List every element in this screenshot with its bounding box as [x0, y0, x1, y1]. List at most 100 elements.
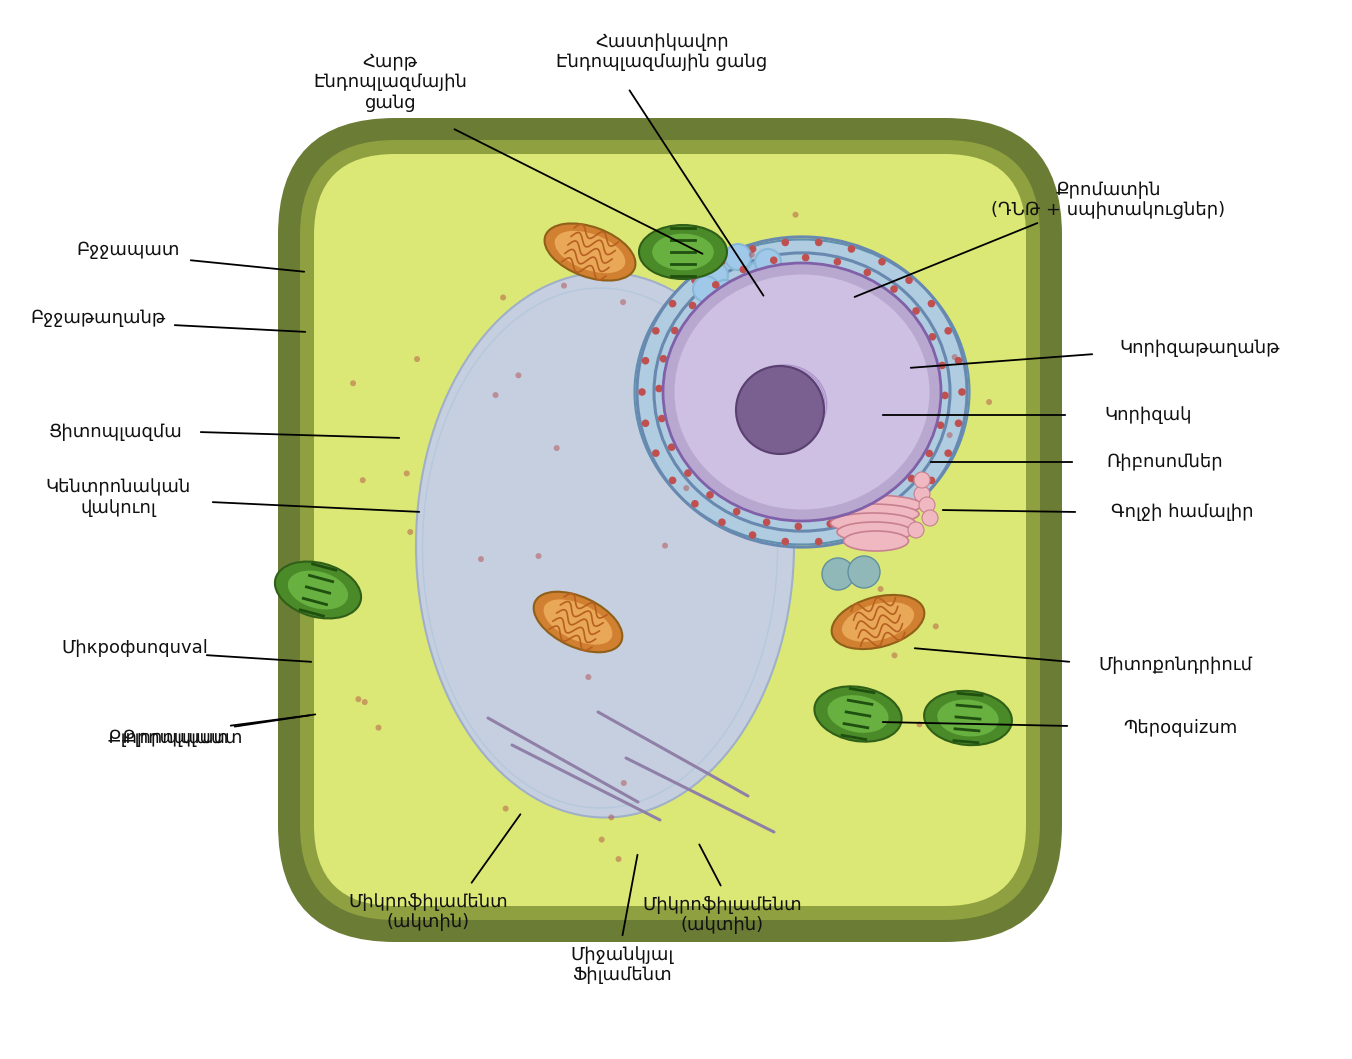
Text: Միտոքոնդրիում: Միտոքոնդրիում [1098, 656, 1252, 674]
Ellipse shape [416, 272, 794, 818]
Text: Հարթ
Էնդոպլազմային
ցանց: Հարթ Էնդոպլազմային ցանց [314, 52, 466, 112]
Circle shape [714, 424, 722, 432]
Circle shape [660, 355, 668, 362]
Circle shape [845, 279, 853, 286]
Circle shape [877, 586, 884, 592]
Text: Քլորոպլաստ: Քլորոպլաստ [107, 729, 228, 747]
Circle shape [927, 300, 936, 307]
Circle shape [662, 542, 668, 549]
Circle shape [879, 258, 886, 266]
Circle shape [503, 806, 508, 811]
Circle shape [955, 357, 963, 364]
Circle shape [925, 450, 933, 457]
Circle shape [872, 313, 880, 321]
Circle shape [917, 721, 922, 728]
Circle shape [748, 261, 773, 287]
Ellipse shape [652, 234, 714, 270]
Circle shape [599, 837, 604, 843]
Circle shape [725, 485, 733, 492]
Circle shape [479, 556, 484, 562]
Circle shape [752, 498, 760, 506]
Circle shape [806, 394, 811, 400]
Circle shape [745, 408, 750, 414]
Text: Միкрофunquval: Միкрофunquval [62, 639, 208, 657]
Circle shape [702, 340, 710, 347]
Circle shape [492, 392, 499, 398]
Circle shape [921, 362, 929, 370]
Ellipse shape [937, 700, 999, 736]
Circle shape [773, 488, 781, 496]
Circle shape [848, 532, 856, 539]
Circle shape [769, 256, 777, 264]
Circle shape [781, 505, 788, 514]
Circle shape [927, 477, 936, 484]
Circle shape [825, 471, 831, 479]
Circle shape [621, 299, 626, 305]
Circle shape [906, 276, 913, 284]
Ellipse shape [823, 504, 919, 524]
FancyBboxPatch shape [314, 154, 1026, 907]
Circle shape [986, 399, 992, 405]
Circle shape [729, 331, 737, 339]
Circle shape [919, 418, 927, 426]
Ellipse shape [675, 274, 930, 509]
Circle shape [849, 298, 857, 305]
Circle shape [857, 510, 864, 518]
Text: Հաuտիկավոր
Էնդոպլազմային ցանց: Հաuտիկավոր Էնդոպլազմային ցանց [557, 33, 768, 71]
Circle shape [749, 461, 756, 468]
Circle shape [946, 432, 953, 438]
Circle shape [894, 311, 902, 319]
Circle shape [848, 316, 856, 323]
Circle shape [725, 244, 750, 270]
Ellipse shape [534, 592, 622, 652]
Circle shape [690, 392, 696, 399]
Ellipse shape [554, 231, 626, 273]
Ellipse shape [830, 513, 915, 533]
Circle shape [702, 262, 727, 288]
Ellipse shape [544, 599, 612, 645]
Circle shape [815, 271, 823, 279]
Circle shape [802, 490, 810, 498]
Circle shape [740, 272, 765, 298]
Circle shape [937, 421, 944, 429]
Text: Պերօquizum: Պերօquizum [1124, 719, 1237, 737]
Circle shape [786, 270, 792, 279]
Circle shape [792, 212, 799, 218]
Circle shape [767, 290, 773, 298]
Circle shape [740, 266, 748, 273]
Circle shape [848, 461, 856, 468]
Circle shape [749, 252, 754, 257]
Circle shape [671, 327, 679, 335]
Text: Քրոմատին
(ԴՆԹ + սպիտակուցներ): Քրոմատին (ԴՆԹ + սպիտակուցներ) [991, 181, 1225, 219]
Circle shape [848, 246, 856, 253]
Circle shape [841, 500, 849, 507]
Circle shape [713, 280, 738, 306]
Circle shape [356, 696, 361, 702]
Circle shape [694, 418, 702, 426]
Circle shape [925, 390, 932, 398]
Circle shape [713, 281, 719, 289]
Circle shape [882, 425, 890, 432]
Circle shape [944, 327, 952, 335]
Circle shape [909, 445, 917, 452]
Circle shape [891, 334, 898, 341]
Circle shape [913, 307, 919, 315]
Circle shape [756, 276, 763, 285]
Circle shape [585, 675, 591, 680]
Text: Միկրոֆիլամենտ
(ակտին): Միկրոֆիլամենտ (ակտին) [349, 893, 508, 932]
Circle shape [868, 445, 875, 452]
Circle shape [735, 281, 761, 307]
Circle shape [822, 558, 854, 590]
Circle shape [815, 538, 822, 545]
Text: Բջջաթաղանթ: Բջջաթաղանթ [31, 309, 165, 327]
Circle shape [822, 288, 830, 295]
Circle shape [907, 474, 915, 482]
Circle shape [723, 463, 731, 471]
Circle shape [781, 238, 790, 247]
Circle shape [922, 510, 938, 526]
Circle shape [772, 305, 780, 312]
Circle shape [638, 389, 646, 396]
Circle shape [929, 333, 936, 341]
Circle shape [652, 327, 660, 335]
Circle shape [884, 496, 892, 503]
